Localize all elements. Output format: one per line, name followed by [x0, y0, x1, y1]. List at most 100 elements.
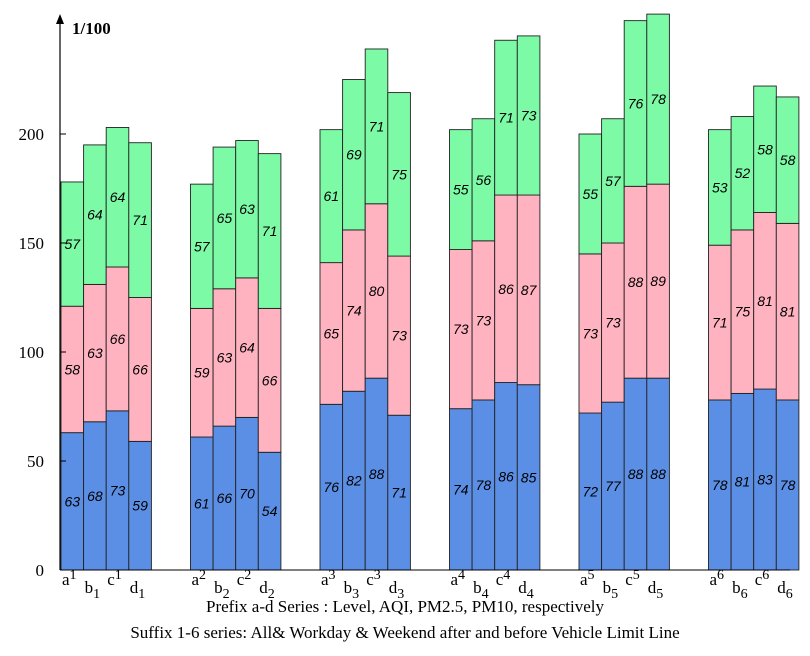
y-tick-label: 100 [19, 343, 45, 362]
bar-value-label: 73 [110, 482, 126, 498]
bar-value-label: 74 [346, 303, 362, 319]
bar-value-label: 58 [780, 152, 796, 168]
bar-value-label: 75 [391, 166, 407, 182]
x-tick-suffix: 4 [458, 568, 465, 583]
bar-value-label: 56 [476, 172, 492, 188]
bar-value-label: 73 [476, 312, 492, 328]
bar-value-label: 71 [498, 110, 514, 126]
bar-value-label: 66 [262, 372, 278, 388]
bar-value-label: 73 [521, 107, 537, 123]
bar-value-label: 73 [391, 328, 407, 344]
bar-value-label: 65 [217, 210, 233, 226]
bar-value-label: 81 [735, 474, 751, 490]
bar-value-label: 61 [324, 188, 340, 204]
bar-value-label: 72 [583, 484, 599, 500]
bar-value-label: 73 [453, 321, 469, 337]
bar-value-label: 71 [712, 315, 728, 331]
bar-value-label: 78 [712, 477, 728, 493]
x-tick-suffix: 5 [611, 587, 618, 600]
bar-value-label: 81 [757, 293, 773, 309]
x-tick-suffix: 1 [138, 587, 145, 600]
bar-value-label: 55 [453, 182, 469, 198]
bar-value-label: 64 [87, 207, 103, 223]
bar-value-label: 64 [110, 189, 126, 205]
bar-value-label: 88 [628, 466, 644, 482]
caption-prefix: Prefix a-d Series : Level, AQI, PM2.5, P… [205, 597, 604, 616]
bar-segment [387, 92, 411, 257]
y-axis-unit-label: 1/100 [72, 19, 111, 38]
x-tick-label: c3 [366, 568, 381, 589]
x-tick-label: a3 [321, 568, 336, 589]
x-tick-suffix: 2 [199, 568, 206, 583]
x-tick-suffix: 4 [482, 587, 489, 600]
stacked-bar-chart: 6358576863647366645966716159576663657064… [19, 13, 800, 600]
bar-value-label: 78 [476, 477, 492, 493]
bar-value-label: 61 [194, 496, 210, 512]
bar-value-label: 88 [628, 274, 644, 290]
bar-value-label: 82 [346, 473, 362, 489]
bar-value-label: 71 [132, 212, 148, 228]
bar-value-label: 68 [87, 488, 103, 504]
bar-value-label: 76 [628, 95, 644, 111]
bar-value-label: 77 [605, 478, 622, 494]
bar-value-label: 63 [217, 349, 233, 365]
x-tick-suffix: 5 [633, 568, 640, 583]
y-axis: 0 50 100 150 200 [19, 14, 790, 580]
x-tick-suffix: 4 [527, 587, 534, 600]
bar-segment [257, 153, 282, 309]
bar-value-label: 80 [369, 283, 385, 299]
x-tick-suffix: 6 [786, 587, 793, 600]
bar-value-label: 64 [239, 340, 255, 356]
bar-value-label: 78 [650, 91, 666, 107]
x-tick-suffix: 1 [93, 587, 100, 600]
bar-value-label: 83 [757, 472, 773, 488]
x-tick-suffix: 6 [762, 568, 769, 583]
x-tick-suffix: 6 [741, 587, 748, 600]
x-tick-suffix: 6 [717, 568, 724, 583]
bar-segment [128, 142, 152, 298]
x-tick-label: a4 [451, 568, 466, 589]
bar-value-label: 86 [498, 468, 514, 484]
x-tick-label: a1 [62, 568, 77, 589]
bar-value-label: 59 [194, 365, 210, 381]
x-tick-label: a2 [192, 568, 207, 589]
bar-value-label: 81 [780, 304, 796, 320]
bar-value-label: 73 [605, 315, 621, 331]
x-tick-label: c1 [107, 568, 122, 589]
bar-value-label: 87 [521, 282, 538, 298]
bar-value-label: 66 [110, 331, 126, 347]
bar-value-label: 59 [132, 498, 148, 514]
bar-segment [646, 13, 670, 185]
bar-value-label: 73 [583, 325, 599, 341]
bar-value-label: 88 [650, 466, 666, 482]
bar-value-label: 86 [498, 281, 514, 297]
bar-value-label: 54 [262, 503, 278, 519]
bar-value-label: 52 [735, 165, 751, 181]
x-tick-suffix: 4 [503, 568, 510, 583]
x-tick-label: c4 [496, 568, 511, 589]
bar-value-label: 58 [65, 361, 81, 377]
bar-value-label: 66 [132, 361, 148, 377]
bar-value-label: 85 [521, 469, 537, 485]
y-tick-label: 200 [19, 125, 45, 144]
bar-value-label: 63 [65, 493, 81, 509]
caption-suffix: Suffix 1-6 series: All& Workday & Weeken… [130, 623, 680, 642]
x-tick-label: c5 [625, 568, 640, 589]
bar-value-label: 74 [453, 481, 469, 497]
bar-value-label: 89 [650, 273, 666, 289]
bar-value-label: 66 [217, 490, 233, 506]
bar-value-label: 63 [239, 201, 255, 217]
x-tick-label: c6 [755, 568, 770, 589]
bar-value-label: 65 [324, 325, 340, 341]
x-tick-suffix: 5 [588, 568, 595, 583]
x-tick-suffix: 2 [223, 587, 230, 600]
x-tick-label: c2 [237, 568, 252, 589]
bar-value-label: 75 [735, 304, 751, 320]
y-tick-label: 50 [27, 452, 44, 471]
bar-segment [775, 96, 800, 224]
data-labels-layer: 63 58 57 68 63 64 73 66 64 59 66 71 61 59 57 66 63 65 70 64… [65, 91, 796, 519]
x-tick-suffix: 3 [397, 587, 404, 600]
bar-value-label: 71 [369, 118, 385, 134]
bar-value-label: 53 [712, 179, 728, 195]
x-tick-suffix: 3 [329, 568, 336, 583]
